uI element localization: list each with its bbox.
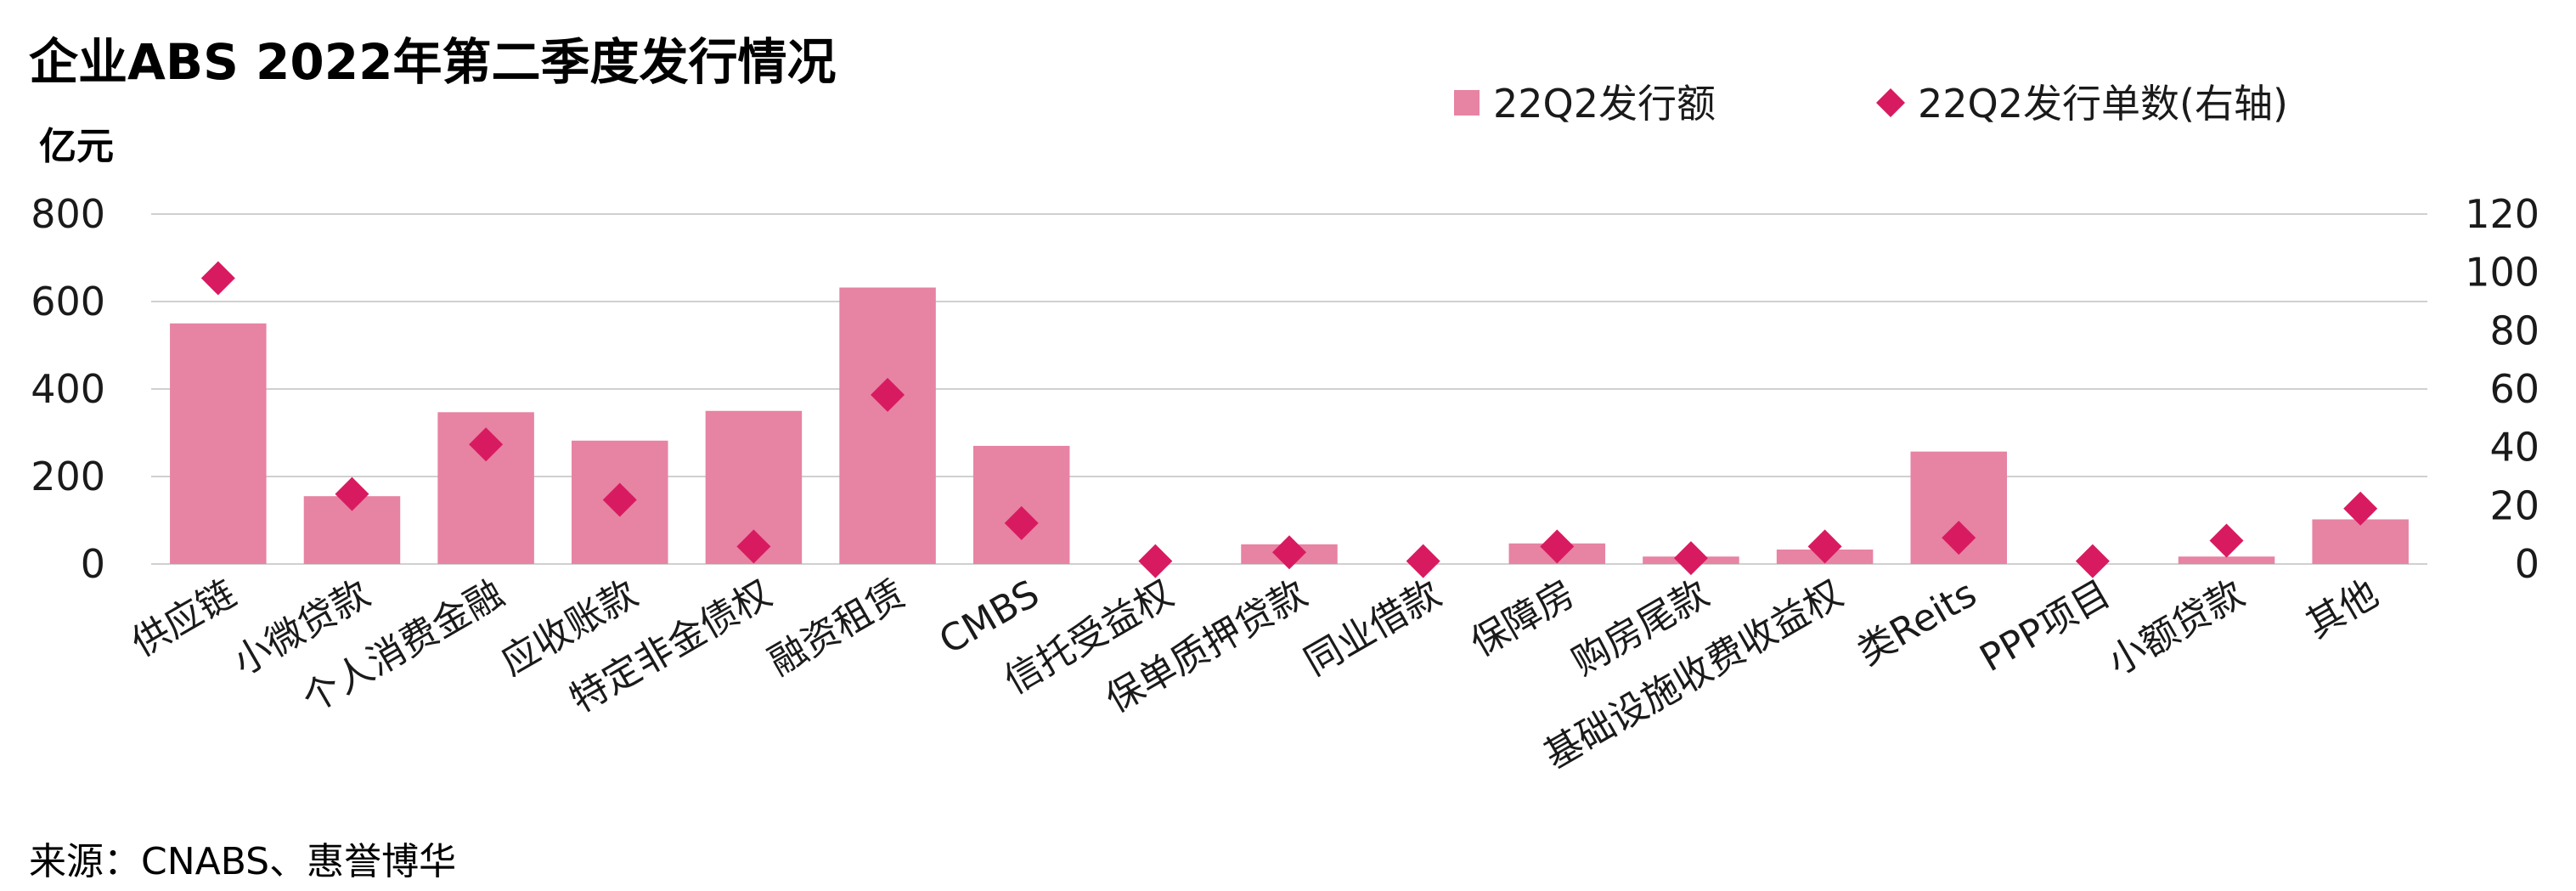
legend-bar-label: 22Q2发行额 [1493,81,1716,127]
left-tick-label: 600 [31,279,105,324]
right-axis-ticks: 0 20 40 60 80 100 120 [2465,191,2539,587]
right-tick-label: 100 [2465,250,2539,296]
right-tick-label: 20 [2489,482,2539,528]
source-note: 来源：CNABS、惠誉博华 [29,840,457,883]
category-label: 供应链 [125,572,244,665]
chart-title: 企业ABS 2022年第二季度发行情况 [29,33,837,91]
marker [469,427,504,462]
legend-bar-swatch [1454,90,1480,116]
marker [1942,521,1976,555]
bar-series [170,287,2409,564]
category-label: 融资租赁 [762,572,913,684]
bar [2178,556,2275,564]
category-label: PPP项目 [1973,572,2118,680]
left-tick-label: 400 [31,366,105,412]
marker [1673,541,1708,576]
category-label: 小额贷款 [2100,572,2252,684]
left-tick-label: 200 [31,454,105,499]
marker [2343,491,2378,526]
marker [1272,535,1306,570]
left-tick-label: 800 [31,191,105,237]
right-tick-label: 60 [2489,366,2539,412]
marker-series [200,261,2378,578]
marker [1138,544,1173,578]
bar [972,445,1070,564]
marker [871,377,905,412]
left-tick-label: 0 [81,541,105,587]
bar [2312,519,2409,564]
legend-marker-swatch [1876,88,1905,117]
right-tick-label: 120 [2465,191,2539,237]
marker [335,477,369,511]
marker [2075,544,2110,578]
legend: 22Q2发行额 22Q2发行单数(右轴) [1454,81,2288,127]
marker [602,482,637,517]
right-tick-label: 80 [2489,307,2539,353]
marker [200,261,235,296]
right-tick-label: 40 [2489,425,2539,471]
category-label: 类Reits [1851,572,1984,674]
marker [1406,544,1440,578]
marker [1807,529,1842,564]
marker [736,529,771,564]
y-axis-unit-label: 亿元 [39,125,114,168]
category-label: 保障房 [1463,572,1582,665]
legend-marker-label: 22Q2发行单数(右轴) [1918,81,2288,127]
category-label: 同业借款 [1297,572,1448,684]
left-axis-ticks: 0 200 400 600 800 [31,191,105,587]
marker [1540,529,1575,564]
bar [170,323,267,564]
right-tick-label: 0 [2515,541,2539,587]
marker [1004,505,1039,540]
category-label: 其他 [2299,572,2386,646]
bar [839,287,936,564]
marker [2209,523,2244,558]
